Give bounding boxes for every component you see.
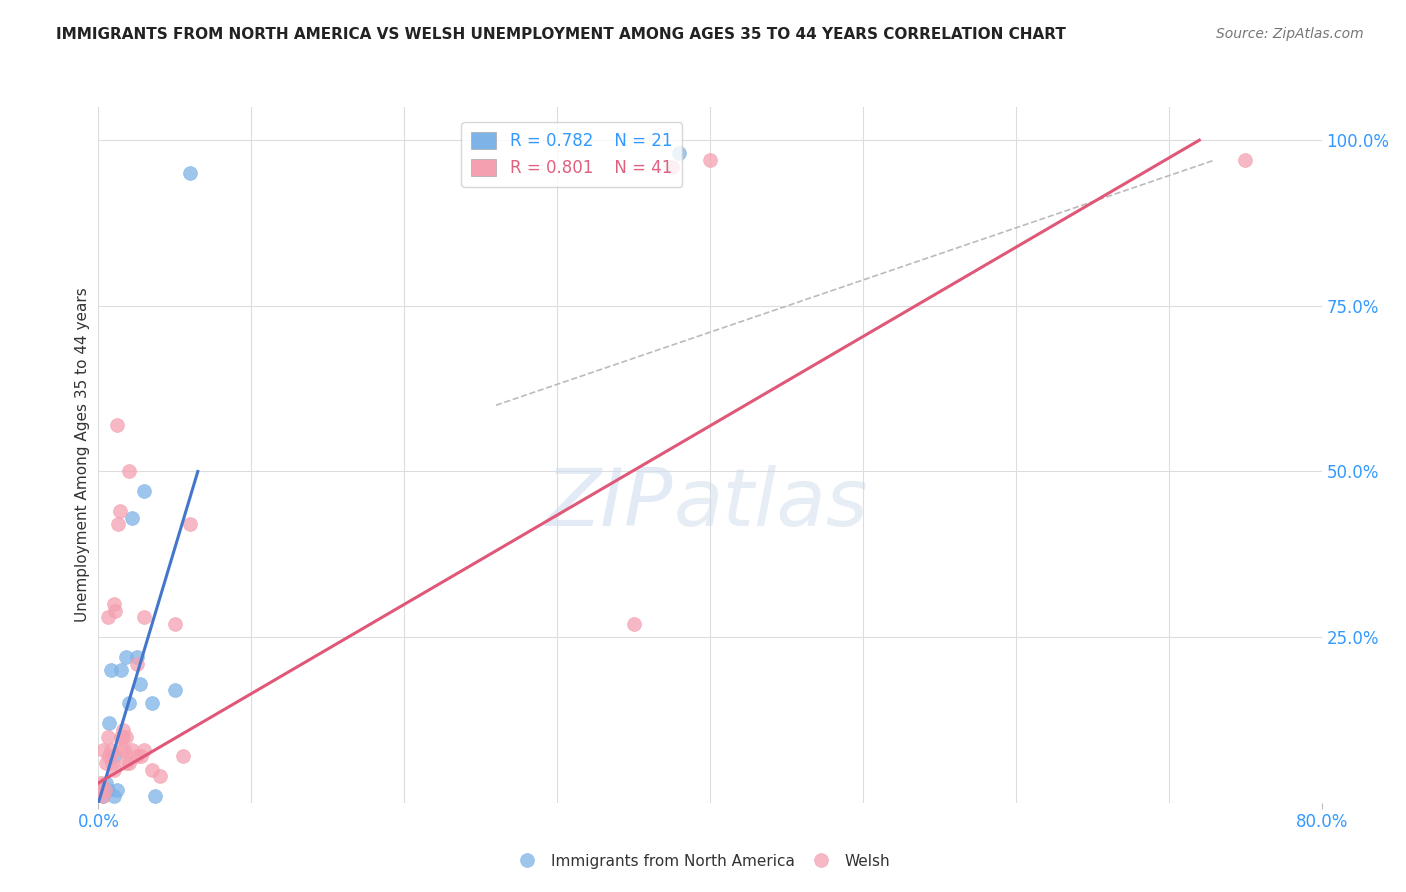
Welsh <box>172 749 194 764</box>
Immigrants from North America <box>103 749 125 764</box>
Welsh <box>661 160 683 174</box>
Welsh <box>110 730 132 744</box>
Text: atlas: atlas <box>673 465 868 542</box>
Welsh <box>179 517 201 532</box>
Welsh <box>94 756 117 770</box>
Immigrants from North America <box>94 776 117 790</box>
Welsh <box>111 723 134 737</box>
Immigrants from North America <box>121 511 143 525</box>
Welsh <box>108 504 131 518</box>
Immigrants from North America <box>128 676 150 690</box>
Immigrants from North America <box>90 782 112 797</box>
Welsh <box>98 749 121 764</box>
Welsh <box>90 776 112 790</box>
Welsh <box>101 756 124 770</box>
Welsh <box>149 769 172 783</box>
Welsh <box>100 743 122 757</box>
Immigrants from North America <box>91 789 114 804</box>
Welsh <box>111 730 134 744</box>
Welsh <box>125 657 148 671</box>
Welsh <box>118 756 141 770</box>
Welsh <box>125 749 148 764</box>
Welsh <box>118 465 141 479</box>
Immigrants from North America <box>115 650 138 665</box>
Text: IMMIGRANTS FROM NORTH AMERICA VS WELSH UNEMPLOYMENT AMONG AGES 35 TO 44 YEARS CO: IMMIGRANTS FROM NORTH AMERICA VS WELSH U… <box>56 27 1066 42</box>
Immigrants from North America <box>98 716 121 731</box>
Text: ZIP: ZIP <box>546 465 673 542</box>
Welsh <box>129 749 152 764</box>
Immigrants from North America <box>110 663 132 677</box>
Welsh <box>163 616 186 631</box>
Welsh <box>91 743 114 757</box>
Welsh <box>134 610 156 624</box>
Immigrants from North America <box>97 782 120 797</box>
Welsh <box>97 610 120 624</box>
Welsh <box>91 789 114 804</box>
Welsh <box>104 604 127 618</box>
Legend: Immigrants from North America, Welsh: Immigrants from North America, Welsh <box>509 847 897 875</box>
Immigrants from North America <box>163 683 186 698</box>
Welsh <box>115 730 138 744</box>
Immigrants from North America <box>134 484 156 499</box>
Welsh <box>141 763 163 777</box>
Immigrants from North America <box>125 650 148 665</box>
Immigrants from North America <box>179 166 201 180</box>
Welsh <box>89 782 111 797</box>
Welsh <box>97 730 120 744</box>
Welsh <box>623 616 645 631</box>
Immigrants from North America <box>143 789 166 804</box>
Welsh <box>103 597 125 611</box>
Immigrants from North America <box>105 782 128 797</box>
Welsh <box>1234 153 1257 167</box>
Immigrants from North America <box>668 146 690 161</box>
Text: Source: ZipAtlas.com: Source: ZipAtlas.com <box>1216 27 1364 41</box>
Legend: R = 0.782    N = 21, R = 0.801    N = 41: R = 0.782 N = 21, R = 0.801 N = 41 <box>461 122 682 187</box>
Welsh <box>107 517 129 532</box>
Welsh <box>103 763 125 777</box>
Welsh <box>121 743 143 757</box>
Welsh <box>112 743 135 757</box>
Y-axis label: Unemployment Among Ages 35 to 44 years: Unemployment Among Ages 35 to 44 years <box>75 287 90 623</box>
Welsh <box>134 743 156 757</box>
Immigrants from North America <box>118 697 141 711</box>
Welsh <box>110 743 132 757</box>
Welsh <box>115 756 138 770</box>
Immigrants from North America <box>103 789 125 804</box>
Welsh <box>93 782 115 797</box>
Welsh <box>699 153 721 167</box>
Immigrants from North America <box>100 663 122 677</box>
Welsh <box>105 418 128 433</box>
Immigrants from North America <box>141 697 163 711</box>
